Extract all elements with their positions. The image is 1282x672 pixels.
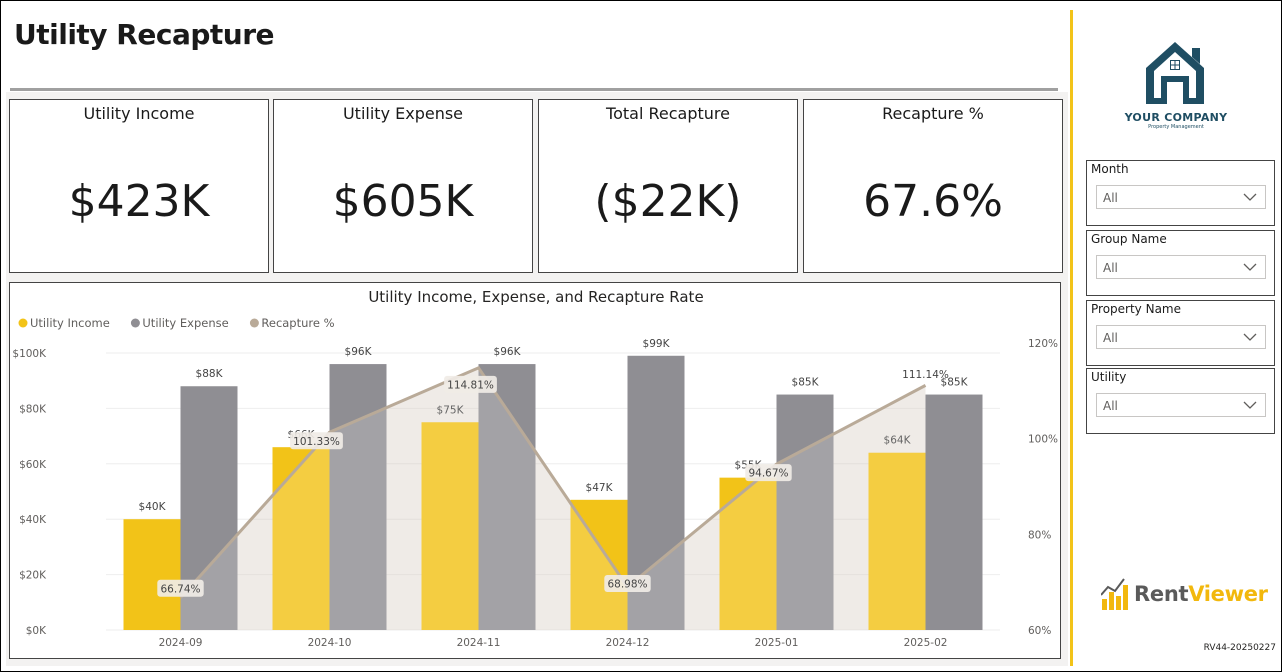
- x-tick-label: 2025-01: [755, 637, 799, 649]
- income-bar: [272, 447, 330, 630]
- rentviewer-logo-icon: [1101, 578, 1128, 610]
- chevron-down-icon: [1243, 333, 1257, 341]
- left-tick-label: $60K: [19, 459, 47, 471]
- expense-data-label: $85K: [792, 377, 820, 389]
- recapture-line: [179, 365, 927, 599]
- title-divider: [10, 88, 1058, 91]
- income-data-label: $64K: [884, 435, 912, 447]
- left-tick-label: $20K: [19, 570, 47, 582]
- x-tick-label: 2024-09: [159, 637, 203, 649]
- kpi-value: $423K: [68, 176, 210, 227]
- recapture-area-overlay: [180, 367, 926, 630]
- recapture-label-box: [290, 432, 343, 450]
- slicer-label: Group Name: [1091, 232, 1167, 246]
- recapture-data-label: 101.33%: [293, 436, 340, 448]
- kpi-card-utility-income[interactable]: Utility Income $423K: [9, 99, 269, 273]
- slicer-label: Month: [1091, 162, 1129, 176]
- recapture-label-box: [444, 375, 497, 393]
- x-tick-label: 2025-02: [904, 637, 948, 649]
- expense-data-label: $88K: [196, 368, 224, 380]
- company-tagline: Property Management: [1148, 124, 1204, 130]
- left-tick-label: $40K: [19, 514, 47, 526]
- income-bar: [868, 452, 926, 630]
- rentviewer-wordmark: RentViewer: [1134, 582, 1268, 606]
- report-code: RV44-20250227: [1203, 643, 1276, 653]
- recapture-label-box: [745, 464, 792, 482]
- recapture-data-label: 94.67%: [748, 468, 788, 480]
- right-tick-label: 60%: [1028, 625, 1051, 637]
- kpi-card-total-recapture[interactable]: Total Recapture ($22K): [538, 99, 798, 273]
- kpi-label: Utility Expense: [342, 104, 464, 123]
- brand-viewer: Viewer: [1188, 582, 1268, 606]
- legend-marker: [130, 318, 140, 328]
- legend-label: Utility Income: [30, 316, 110, 330]
- chevron-down-icon: [1243, 263, 1257, 271]
- expense-data-label: $99K: [643, 338, 671, 350]
- left-tick-label: $0K: [26, 625, 47, 637]
- page-title: Utility Recapture: [14, 18, 275, 51]
- income-data-label: $75K: [437, 404, 465, 416]
- x-tick-label: 2024-11: [457, 637, 501, 649]
- income-data-label: $40K: [139, 501, 167, 513]
- income-bar: [570, 499, 628, 630]
- expense-bar: [329, 364, 387, 630]
- chart-title: Utility Income, Expense, and Recapture R…: [368, 288, 703, 306]
- company-name: YOUR COMPANY: [1124, 111, 1228, 124]
- x-tick-label: 2024-12: [606, 637, 650, 649]
- brand-rent: Rent: [1134, 582, 1189, 606]
- month-dropdown[interactable]: All: [1096, 185, 1266, 209]
- legend-label: Recapture %: [261, 316, 334, 330]
- group-name-dropdown[interactable]: All: [1096, 255, 1266, 279]
- slicer-label: Utility: [1091, 370, 1127, 384]
- dropdown-value: All: [1103, 331, 1118, 345]
- legend-label: Utility Expense: [142, 316, 228, 330]
- kpi-value: $605K: [332, 176, 474, 227]
- expense-data-label: $96K: [345, 346, 373, 358]
- income-bar: [421, 422, 479, 630]
- sidebar-divider: [1070, 10, 1073, 666]
- dropdown-value: All: [1103, 399, 1118, 413]
- right-tick-label: 120%: [1028, 338, 1058, 350]
- slicer-month[interactable]: Month All: [1086, 160, 1275, 226]
- left-tick-label: $100K: [12, 348, 47, 360]
- kpi-label: Utility Income: [83, 104, 195, 123]
- chevron-down-icon: [1243, 193, 1257, 201]
- slicer-group-name[interactable]: Group Name All: [1086, 230, 1275, 296]
- legend-marker: [18, 318, 28, 328]
- x-tick-label: 2024-10: [308, 637, 352, 649]
- chevron-down-icon: [1243, 401, 1257, 409]
- slicer-property-name[interactable]: Property Name All: [1086, 300, 1275, 366]
- slicer-utility[interactable]: Utility All: [1086, 368, 1275, 434]
- kpi-value: ($22K): [594, 176, 742, 227]
- recapture-data-label: 111.14%: [902, 369, 949, 381]
- income-bar: [123, 519, 181, 630]
- expense-data-label: $85K: [941, 377, 969, 389]
- kpi-card-utility-expense[interactable]: Utility Expense $605K: [273, 99, 533, 273]
- kpi-value: 67.6%: [863, 176, 1003, 227]
- kpi-label: Total Recapture: [606, 104, 730, 123]
- recapture-data-label: 66.74%: [160, 583, 200, 595]
- combo-chart-card[interactable]: Utility Income, Expense, and Recapture R…: [9, 282, 1061, 659]
- slicer-label: Property Name: [1091, 302, 1181, 316]
- recapture-data-label: 68.98%: [607, 579, 647, 591]
- utility-dropdown[interactable]: All: [1096, 393, 1266, 417]
- income-data-label: $47K: [586, 482, 614, 494]
- kpi-label: Recapture %: [882, 104, 984, 123]
- property-name-dropdown[interactable]: All: [1096, 325, 1266, 349]
- left-tick-label: $80K: [19, 403, 47, 415]
- right-tick-label: 80%: [1028, 529, 1051, 541]
- dropdown-value: All: [1103, 261, 1118, 275]
- recapture-label-box: [157, 579, 204, 597]
- expense-data-label: $96K: [494, 346, 522, 358]
- expense-bar: [776, 394, 834, 630]
- kpi-card-recapture-percent[interactable]: Recapture % 67.6%: [803, 99, 1063, 273]
- dropdown-value: All: [1103, 191, 1118, 205]
- legend-marker: [249, 318, 259, 328]
- recapture-data-label: 114.81%: [447, 379, 494, 391]
- recapture-label-box: [604, 575, 651, 593]
- house-logo-icon: [1146, 42, 1204, 104]
- expense-bar: [925, 394, 983, 630]
- right-tick-label: 100%: [1028, 434, 1058, 446]
- combo-chart[interactable]: Utility Income, Expense, and Recapture R…: [10, 283, 1062, 660]
